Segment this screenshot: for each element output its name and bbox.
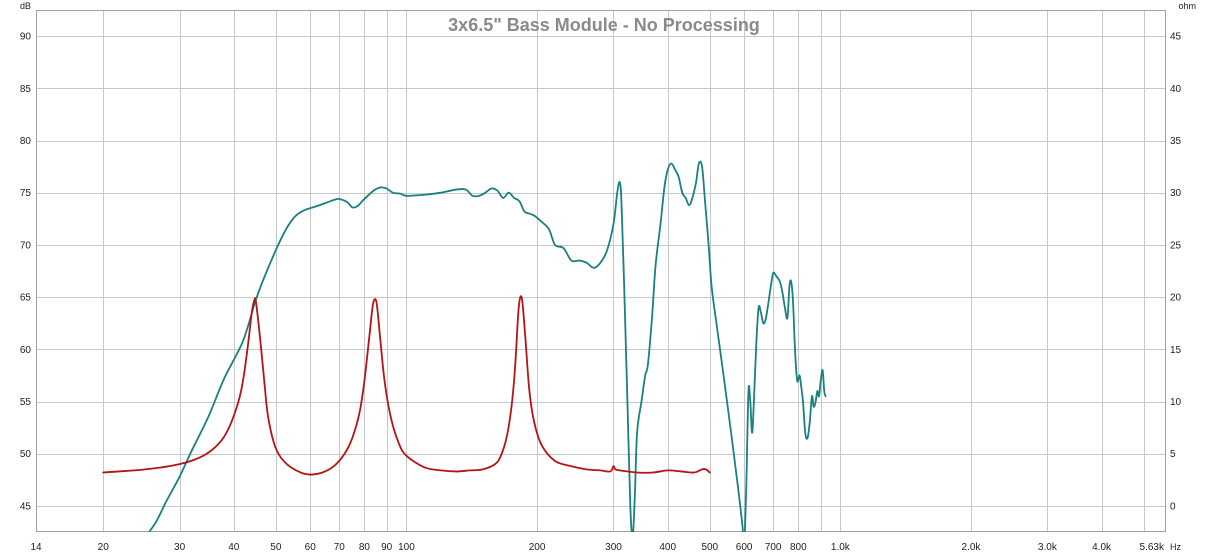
x-tick-label: 400 [659, 542, 676, 553]
x-tick-label: 50 [270, 542, 282, 553]
y-left-tick-label: 45 [20, 501, 32, 512]
right-axis-unit: ohm [1178, 1, 1196, 11]
x-tick-label: 3.0k [1038, 542, 1058, 553]
y-right-tick-label: 25 [1170, 240, 1182, 251]
x-tick-label: 30 [174, 542, 186, 553]
spl-series-line [148, 160, 827, 532]
x-axis-unit: Hz [1170, 542, 1181, 552]
y-left-tick-label: 65 [20, 293, 32, 304]
x-tick-label: 5.63k [1140, 542, 1165, 553]
y-right-tick-label: 30 [1170, 188, 1182, 199]
x-tick-label: 4.0k [1092, 542, 1112, 553]
x-tick-label: 14 [30, 542, 42, 553]
x-tick-label: 700 [765, 542, 782, 553]
y-right-tick-label: 45 [1170, 32, 1182, 43]
y-left-tick-label: 50 [20, 449, 32, 460]
left-axis-unit: dB [20, 1, 31, 11]
x-tick-label: 2.0k [962, 542, 982, 553]
plot-frame [36, 10, 1166, 532]
x-tick-label: 800 [790, 542, 807, 553]
y-left-tick-label: 80 [20, 136, 32, 147]
x-tick-label: 80 [359, 542, 371, 553]
y-left-tick-label: 60 [20, 345, 32, 356]
x-tick-label: 200 [529, 542, 546, 553]
y-right-tick-label: 15 [1170, 345, 1182, 356]
x-tick-label: 500 [701, 542, 718, 553]
y-left-tick-label: 75 [20, 188, 32, 199]
x-tick-label: 20 [98, 542, 110, 553]
y-left-tick-label: 55 [20, 397, 32, 408]
series-layer [102, 160, 827, 532]
y-left-tick-label: 85 [20, 84, 32, 95]
x-tick-label: 40 [228, 542, 240, 553]
x-tick-label: 1.0k [831, 542, 851, 553]
impedance-series-line [102, 295, 711, 476]
y-right-tick-label: 0 [1170, 501, 1176, 512]
y-right-tick-label: 40 [1170, 84, 1182, 95]
x-tick-label: 300 [605, 542, 622, 553]
y-right-tick-label: 10 [1170, 397, 1182, 408]
y-right-tick-label: 35 [1170, 136, 1182, 147]
chart-title: 3x6.5" Bass Module - No Processing [448, 15, 760, 35]
y-left-tick-label: 70 [20, 240, 32, 251]
axis-layer: 14 20 30 40 50 60 70 80 90 100 200 300 400 500 600 700 8… [20, 32, 1182, 553]
x-tick-label: 100 [398, 542, 415, 553]
y-right-tick-label: 5 [1170, 449, 1176, 460]
x-tick-label: 70 [334, 542, 346, 553]
x-tick-label: 600 [736, 542, 753, 553]
y-left-tick-label: 90 [20, 32, 32, 43]
x-tick-label: 60 [305, 542, 317, 553]
x-tick-label: 90 [381, 542, 393, 553]
y-right-tick-label: 20 [1170, 293, 1182, 304]
